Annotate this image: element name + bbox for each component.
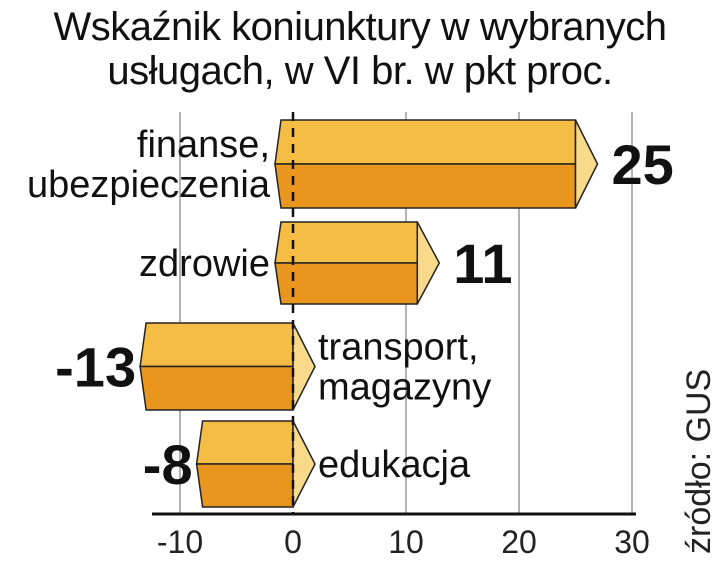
- bar-tip: [292, 322, 316, 411]
- category-label: ubezpieczenia: [27, 164, 271, 206]
- bar-top-face: [274, 221, 419, 264]
- x-tick-label: 20: [501, 524, 537, 560]
- category-label: edukacja: [318, 444, 471, 486]
- source-label: źródło: GUS: [680, 369, 718, 554]
- bar-3: [195, 420, 316, 508]
- value-label: 25: [612, 133, 674, 196]
- category-label: finanse,: [137, 124, 270, 166]
- bar-tip: [292, 420, 316, 508]
- value-label: -8: [143, 433, 193, 496]
- category-label: zdrowie: [139, 243, 270, 285]
- bar-2: [139, 322, 316, 411]
- chart-subtitle: usługach, w VI br. w pkt proc.: [107, 49, 613, 93]
- bar-bottom-face: [139, 365, 294, 411]
- x-tick-label: 30: [614, 524, 650, 560]
- bar-bottom-face: [274, 163, 577, 209]
- bar-tip: [574, 119, 599, 209]
- bar-tip: [416, 221, 441, 305]
- bar-1: [274, 221, 441, 305]
- x-tick-label: 10: [388, 524, 424, 560]
- x-tick-label: 0: [284, 524, 302, 560]
- value-label: 11: [453, 232, 512, 295]
- x-tick-label: -10: [157, 524, 203, 560]
- bar-top-face: [195, 420, 294, 465]
- category-label: magazyny: [318, 367, 491, 409]
- value-label: -13: [55, 336, 136, 399]
- bar-bottom-face: [274, 262, 419, 305]
- bar-bottom-face: [195, 463, 294, 508]
- bar-top-face: [139, 322, 294, 368]
- category-label: transport,: [318, 327, 479, 369]
- chart-title: Wskaźnik koniunktury w wybranych: [53, 5, 667, 49]
- bar-0: [274, 119, 599, 209]
- bar-top-face: [274, 119, 577, 165]
